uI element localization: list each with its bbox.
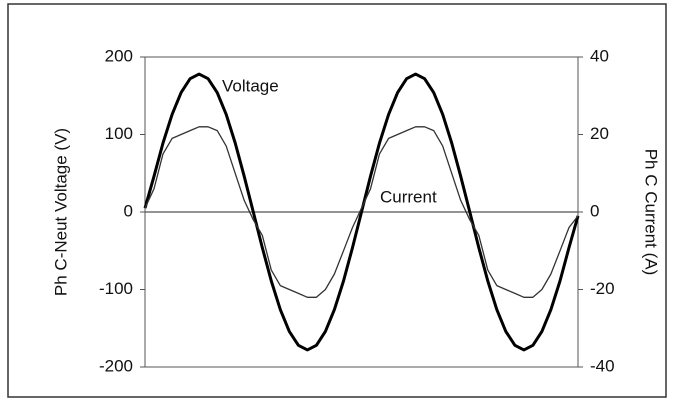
series-line bbox=[144, 126, 579, 298]
y-tick-label: 200 bbox=[105, 46, 133, 65]
series-label: Current bbox=[380, 187, 437, 206]
y-tick-label: 0 bbox=[124, 201, 133, 220]
y-tick-label: 100 bbox=[105, 124, 133, 143]
y2-tick-label: 20 bbox=[590, 124, 609, 143]
y-tick-label: -200 bbox=[99, 356, 133, 375]
y2-tick-label: 0 bbox=[590, 201, 599, 220]
y-axis-title: Ph C-Neut Voltage (V) bbox=[51, 128, 70, 296]
y2-tick-label: -20 bbox=[590, 279, 615, 298]
y2-tick-label: -40 bbox=[590, 356, 615, 375]
y2-tick-label: 40 bbox=[590, 46, 609, 65]
y-tick-label: -100 bbox=[99, 279, 133, 298]
series-label: Voltage bbox=[222, 76, 279, 95]
series-line bbox=[143, 72, 580, 352]
frame bbox=[7, 3, 667, 398]
y2-axis-title: Ph C Current (A) bbox=[642, 149, 661, 276]
